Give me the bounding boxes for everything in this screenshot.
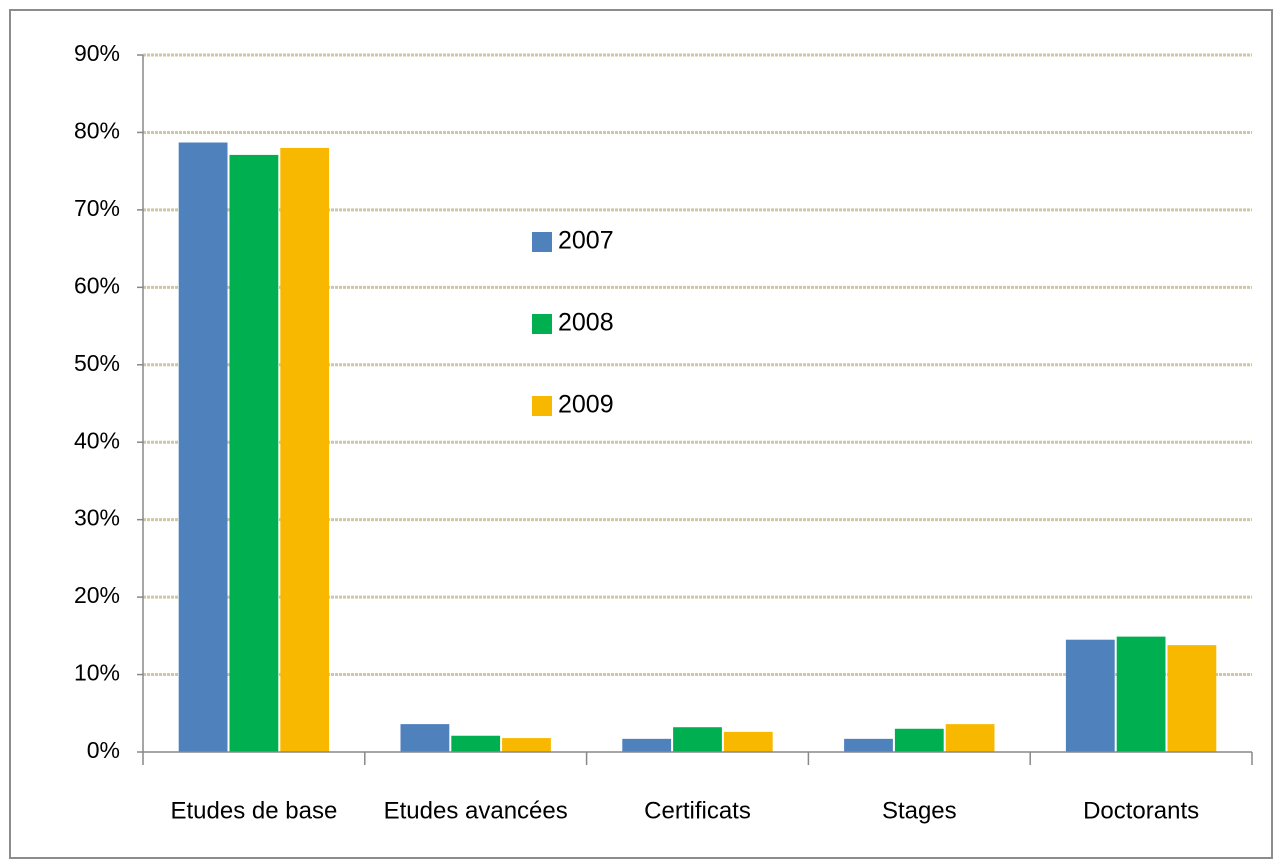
- y-tick-label: 70%: [74, 195, 120, 221]
- bar: [400, 724, 450, 752]
- bar: [673, 727, 722, 752]
- y-tick-label: 20%: [74, 582, 120, 608]
- bar: [280, 147, 330, 752]
- legend-swatch: [532, 232, 552, 252]
- y-tick-label: 40%: [74, 427, 120, 453]
- bar: [451, 735, 501, 752]
- x-tick-label: Doctorants: [1083, 797, 1199, 824]
- legend-label: 2009: [558, 391, 614, 419]
- y-tick-label: 60%: [74, 272, 120, 298]
- bar: [945, 724, 995, 752]
- legend-swatch: [532, 314, 552, 334]
- y-tick-label: 90%: [74, 40, 120, 66]
- y-tick-label: 50%: [74, 350, 120, 376]
- bar: [229, 154, 279, 753]
- bar: [622, 738, 672, 752]
- legend-swatch: [532, 396, 552, 416]
- bar: [1065, 639, 1115, 752]
- bar: [894, 728, 944, 752]
- x-tick-label: Stages: [882, 797, 957, 824]
- bar: [1116, 636, 1166, 752]
- bar: [844, 738, 893, 752]
- y-tick-label: 10%: [74, 660, 120, 686]
- y-tick-label: 0%: [87, 737, 120, 763]
- bar: [178, 142, 228, 753]
- y-tick-label: 80%: [74, 118, 120, 144]
- x-tick-label: Etudes de base: [171, 797, 338, 824]
- y-tick-label: 30%: [74, 505, 120, 531]
- legend-label: 2007: [558, 227, 614, 255]
- bar: [1167, 645, 1217, 752]
- bar: [723, 731, 773, 752]
- x-tick-label: Etudes avancées: [384, 797, 568, 824]
- bar: [502, 738, 551, 752]
- x-tick-label: Certificats: [644, 797, 751, 824]
- legend-label: 2008: [558, 309, 614, 337]
